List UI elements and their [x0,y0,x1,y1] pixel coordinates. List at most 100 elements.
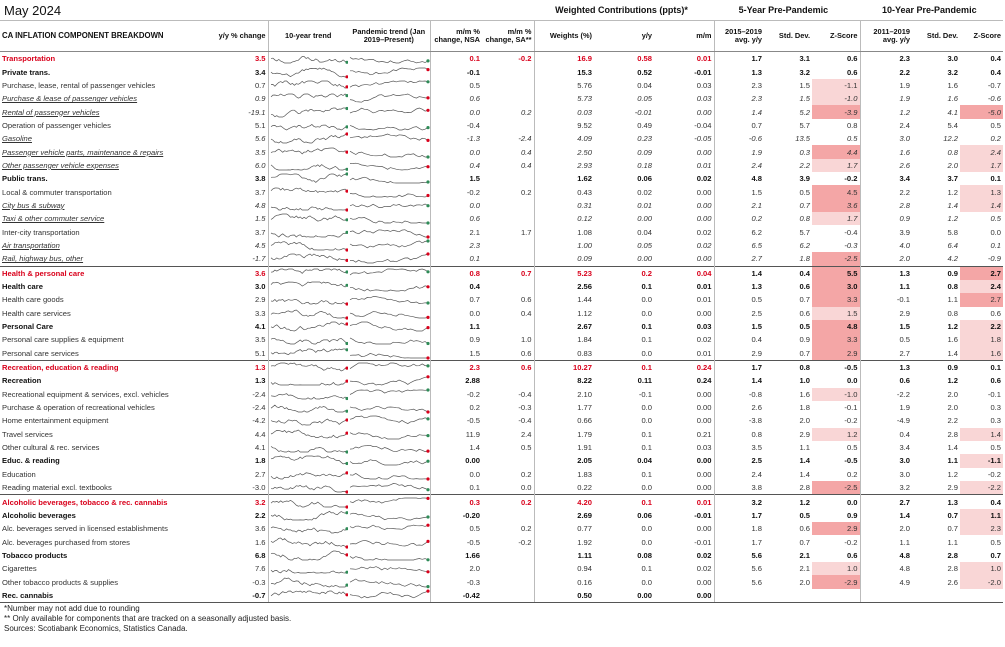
table-row: Other cultural & rec. services 4.1 1.4 0.5 1… [0,440,1003,455]
ten-year-trend-sparkline [270,347,348,355]
trendp-cell [348,199,430,212]
pandemic-trend-sparkline [349,150,430,159]
component-label: Inter-city transportation [2,227,80,237]
ten-year-trend-sparkline [270,510,348,521]
table-row: Personal care supplies & equipment 3.5 0.9… [0,333,1003,347]
wmm-cell: 0.00 [696,200,712,210]
sparkline-path [270,268,347,274]
s10-cell: 5.8 [947,227,958,237]
sa-cell: 0.6 [482,359,534,375]
sparkline-latest-marker [426,460,430,464]
sparkline-latest-marker [344,379,348,384]
w-cell: 1.44 [533,293,594,307]
pandemic-trend-sparkline [349,406,430,414]
s10-cell: 6.4 [947,240,958,250]
trend10-cell [267,454,348,468]
component-label: Personal care supplies & equipment [2,335,124,345]
sparkline-latest-marker [426,285,430,289]
col-z10: Z-Score [960,21,1003,52]
nsa-cell: 0.0 [429,145,482,159]
trendp-cell [348,280,430,293]
pandemic-trend-sparkline [349,472,430,481]
z5-cell: 0.5 [846,443,858,453]
nsa-cell: 0.0 [429,198,482,213]
wmm-cell: 0.24 [654,359,714,375]
sparkline-path [349,203,429,208]
nsa-cell: 11.9 [429,427,482,441]
wyy-cell: 0.1 [641,469,652,479]
sa-cell [482,280,534,293]
sparkline-latest-marker [344,230,348,234]
sparkline-latest-marker [426,417,430,421]
z5-cell: -3.9 [812,105,860,119]
a5-cell [713,588,764,603]
sparkline-path [270,338,347,345]
table-row: Private trans. 3.4 -0.1 15.3 0.52 -0.01 1.3 3.2… [0,65,1003,79]
sparkline-path [349,337,429,345]
component-label: Recreation [2,376,42,386]
nsa-cell: 1.66 [429,548,482,563]
s5-cell: 6.2 [799,240,810,250]
ten-year-trend-sparkline [270,230,348,238]
sparkline-path [349,240,429,249]
w-cell: 16.9 [533,51,594,66]
z10-cell: -0.7 [987,80,1001,90]
s5-cell: 0.6 [799,308,810,318]
sparkline-path [349,321,429,332]
a10-cell: 3.4 [859,172,912,186]
sparkline-latest-marker [426,125,430,130]
yy-cell: 3.6 [216,265,268,280]
s10-cell [912,589,960,602]
table-row: Other tobacco products & supplies -0.3 -0.… [0,575,1003,589]
z10-cell: 1.4 [960,198,1003,213]
sparkline-latest-marker [426,570,430,574]
table-row: Recreation, education & reading 1.3 2.3 0.6… [0,359,1003,375]
trend10-cell [267,508,348,523]
nsa-cell: 2.3 [429,359,482,375]
trend10-cell [267,535,348,549]
z10-cell: 1.7 [960,158,1003,173]
component-label: Other cultural & rec. services [2,443,100,453]
ten-year-trend-sparkline [270,123,348,131]
sparkline-latest-marker [426,515,430,519]
trend10-cell [267,145,348,159]
sparkline-latest-marker [426,204,430,208]
sparkline-latest-marker [344,172,348,176]
nsa-cell: 2.88 [429,374,482,388]
z5-cell: -2.5 [812,481,860,495]
a10-cell: -4.9 [859,414,912,428]
sparkline-path [349,296,429,305]
z5-cell: 1.0 [812,562,860,576]
w-cell: 1.77 [533,400,594,415]
yy-cell: 0.9 [254,94,266,104]
ten-year-trend-sparkline [270,213,348,222]
s10-cell: 1.6 [947,80,958,90]
ten-year-trend-sparkline [270,590,348,597]
s10-cell: 2.6 [947,577,958,587]
z5-cell: -0.5 [812,359,860,375]
z10-cell: -0.6 [987,94,1001,104]
yy-cell: 7.6 [254,564,266,574]
component-label: Rail, highway bus, other [2,254,84,264]
pandemic-trend-sparkline [349,388,430,395]
component-label: Public trans. [2,174,48,184]
s5-cell: 1.4 [799,469,810,479]
w-cell: 8.22 [533,374,594,388]
sa-cell [482,320,534,333]
z10-cell: 1.0 [960,562,1003,576]
sparkline-latest-marker [426,558,430,562]
a10-cell: 1.9 [859,400,912,415]
ten-year-trend-sparkline [270,67,348,78]
a5-cell: 2.4 [713,467,764,481]
a5-cell: -0.8 [713,387,764,401]
yy-cell: -0.3 [252,577,266,587]
trend10-cell [267,265,348,280]
sparkline-path [270,213,347,222]
table-row: Recreational equipment & services, excl.… [0,387,1003,401]
s5-cell: 1.6 [799,389,810,399]
table-row: Taxi & other commuter service 1.5 0.6 0.12 0… [0,212,1003,226]
z10-cell: 2.3 [960,522,1003,536]
sparkline-path [270,164,347,171]
a5-cell: 2.4 [713,158,764,173]
trend10-cell [267,238,348,253]
